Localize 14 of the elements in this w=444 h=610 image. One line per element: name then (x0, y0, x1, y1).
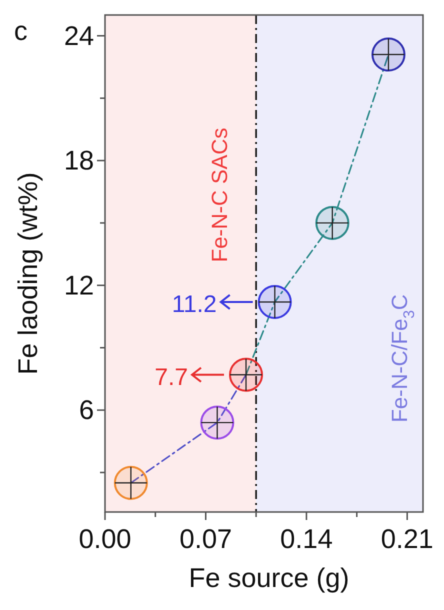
x-tick-label: 0.07 (179, 524, 232, 554)
x-tick-label: 0.00 (78, 524, 132, 554)
text: c (14, 16, 28, 46)
annotation: 7.7 (154, 363, 188, 390)
y-axis-title: Fe laoding (wt%) (13, 172, 43, 375)
x-tick-label: 0.14 (280, 524, 333, 554)
band-label: Fe-N-C SACs (206, 128, 232, 262)
y-tick-label: 6 (78, 395, 94, 426)
y-tick-label: 12 (64, 270, 94, 300)
annotation: 11.2 (172, 290, 217, 318)
x-tick-label: 0.21 (380, 524, 434, 554)
x-axis-title: Fe source (g) (188, 563, 350, 593)
y-tick-label: 24 (64, 20, 94, 51)
y-tick-label: 18 (64, 146, 94, 176)
